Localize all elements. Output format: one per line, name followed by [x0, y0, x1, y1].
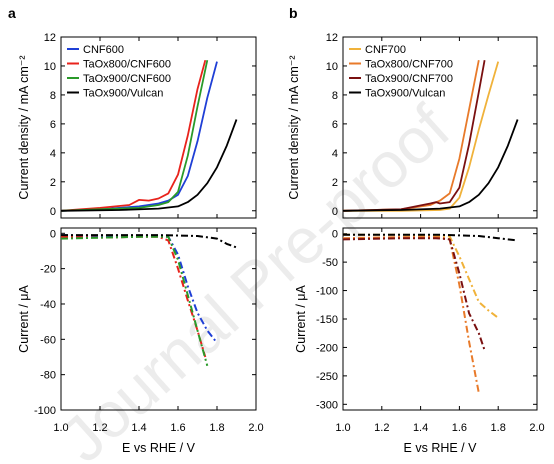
bottom-y-tick-label: -150	[316, 314, 338, 326]
top-y-tick-label: 2	[332, 177, 338, 189]
top-plot-frame	[342, 36, 538, 219]
top-y-axis-label: Current density / mA cm⁻²	[287, 55, 301, 199]
top-y-tick-label: 4	[50, 148, 56, 160]
top-series-taox900-vulcan	[60, 119, 238, 212]
bottom-series-taox900-vulcan	[61, 234, 237, 249]
watermark: Journal Pre-proof	[47, 91, 463, 464]
top-y-tick-label: 8	[50, 90, 56, 102]
top-y-tick-label: 12	[44, 32, 56, 44]
legend-label-taox800-cnf700: TaOx800/CNF700	[365, 59, 453, 71]
x-tick-label: 1.8	[491, 422, 506, 434]
legend-label-taox900-vulcan: TaOx900/Vulcan	[83, 88, 163, 100]
top-series-taox900-vulcan	[342, 119, 519, 212]
top-y-tick-label: 12	[326, 32, 338, 44]
bottom-y-tick-label: -80	[40, 370, 56, 382]
panel-label: b	[289, 5, 298, 21]
bottom-y-tick-label: -300	[316, 399, 338, 411]
x-tick-label: 2.0	[529, 422, 544, 434]
top-series-taox800-cnf600	[60, 59, 207, 212]
top-y-tick-label: 0	[332, 206, 338, 218]
x-axis-label: E vs RHE / V	[404, 441, 478, 455]
top-y-tick-label: 10	[326, 61, 338, 73]
x-tick-label: 1.2	[92, 422, 107, 434]
top-y-tick-label: 10	[44, 61, 56, 73]
bottom-y-tick-label: -200	[316, 342, 338, 354]
top-y-tick-label: 0	[50, 206, 56, 218]
bottom-series-taox900-cnf600	[60, 235, 209, 367]
top-y-tick-label: 2	[50, 177, 56, 189]
top-y-axis-label: Current density / mA cm⁻²	[17, 55, 31, 199]
bottom-y-axis-label: Current / μA	[294, 285, 308, 353]
top-series-cnf700	[343, 61, 500, 212]
top-plot-frame	[60, 36, 257, 219]
bottom-y-tick-label: -250	[316, 371, 338, 383]
bottom-series-taox800-cnf700	[342, 236, 480, 394]
bottom-y-tick-label: -60	[40, 334, 56, 346]
x-tick-label: 1.4	[131, 422, 146, 434]
top-y-tick-label: 6	[332, 119, 338, 131]
top-y-tick-label: 4	[332, 148, 338, 160]
x-tick-label: 2.0	[248, 422, 263, 434]
top-series-taox900-cnf700	[342, 60, 486, 212]
legend-label-cnf600: CNF600	[83, 44, 124, 56]
x-tick-label: 1.0	[53, 422, 68, 434]
bottom-plot-frame	[60, 227, 257, 411]
bottom-series-cnf700	[343, 233, 499, 319]
top-y-tick-label: 6	[50, 119, 56, 131]
bottom-y-tick-label: -100	[316, 286, 338, 298]
x-axis-label: E vs RHE / V	[122, 441, 196, 455]
panel-label: a	[8, 5, 16, 21]
bottom-series-taox800-cnf600	[60, 235, 207, 358]
bottom-series-taox900-cnf700	[342, 237, 486, 351]
legend-label-taox900-vulcan: TaOx900/Vulcan	[365, 88, 445, 100]
bottom-y-tick-label: -40	[40, 299, 56, 311]
x-tick-label: 1.2	[374, 422, 389, 434]
bottom-series-taox900-vulcan	[343, 233, 518, 242]
panel-b: b 0 2 4 6 8 10 12 Current density / mA cm⁻² CNF70…	[287, 5, 545, 455]
top-series-taox900-cnf600	[60, 60, 209, 212]
x-tick-label: 1.6	[170, 422, 185, 434]
legend-label-cnf700: CNF700	[365, 44, 406, 56]
bottom-y-tick-label: -20	[40, 264, 56, 276]
bottom-y-tick-label: -50	[322, 257, 338, 269]
bottom-y-tick-label: -100	[34, 405, 56, 417]
x-tick-label: 1.4	[413, 422, 428, 434]
x-tick-label: 1.0	[335, 422, 350, 434]
bottom-y-axis-label: Current / μA	[17, 285, 31, 353]
legend-label-taox800-cnf600: TaOx800/CNF600	[83, 59, 171, 71]
x-tick-label: 1.8	[209, 422, 224, 434]
bottom-y-tick-label: 0	[50, 228, 56, 240]
legend-label-taox900-cnf600: TaOx900/CNF600	[83, 73, 171, 85]
top-y-tick-label: 8	[332, 90, 338, 102]
bottom-plot-frame	[342, 227, 538, 411]
legend-label-taox900-cnf700: TaOx900/CNF700	[365, 73, 453, 85]
panel-a: a 0 2 4 6 8 10 12 Current density / mA cm⁻² CNF60…	[8, 5, 264, 455]
bottom-y-tick-label: 0	[332, 229, 338, 241]
x-tick-label: 1.6	[452, 422, 467, 434]
